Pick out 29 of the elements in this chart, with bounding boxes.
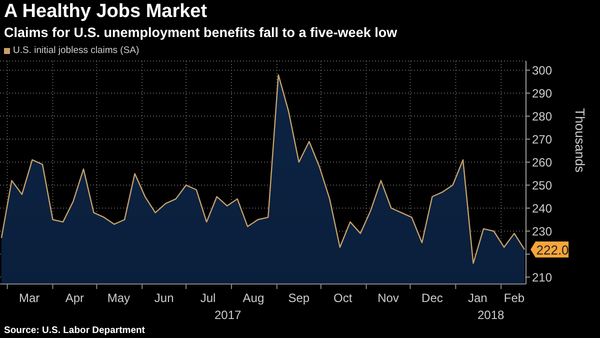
chart-title: A Healthy Jobs Market	[4, 1, 208, 23]
y-tick-label: 210	[532, 270, 552, 284]
x-tick-label: Mar	[18, 291, 40, 305]
x-tick-label: Apr	[65, 291, 84, 305]
y-tick-label: 250	[532, 178, 552, 192]
x-tick-label: Oct	[334, 291, 353, 305]
x-tick-label: Feb	[504, 291, 525, 305]
y-tick-label: 290	[532, 86, 552, 100]
text: 2018	[476, 308, 506, 322]
x-tick-label: May	[107, 291, 130, 305]
y-tick-label: 260	[532, 155, 552, 170]
x-tick-label: Aug	[242, 291, 264, 305]
y-axis-title: Thousands	[572, 108, 588, 173]
y-tick-label: 270	[532, 132, 552, 146]
legend-label: U.S. initial jobless claims (SA)	[12, 45, 140, 56]
y-tick-label: 300	[532, 63, 552, 78]
chart-subtitle: Claims for U.S. unemployment benefits fall to a five-week low	[4, 25, 398, 40]
y-tick-label: 230	[532, 224, 552, 238]
x-tick-label: Jul	[200, 291, 216, 305]
source-note: Source: U.S. Labor Department	[4, 325, 145, 336]
text: 2017	[213, 308, 242, 322]
x-tick-label: Jan	[468, 291, 488, 305]
x-tick-label: Nov	[378, 291, 399, 305]
y-tick-label: 280	[532, 109, 552, 124]
y-tick-label: 240	[532, 201, 552, 216]
x-tick-label: Dec	[422, 291, 443, 305]
x-tick-label: Jun	[154, 291, 174, 305]
x-tick-label: Sep	[288, 291, 310, 305]
data-label: 222.0	[536, 242, 569, 258]
